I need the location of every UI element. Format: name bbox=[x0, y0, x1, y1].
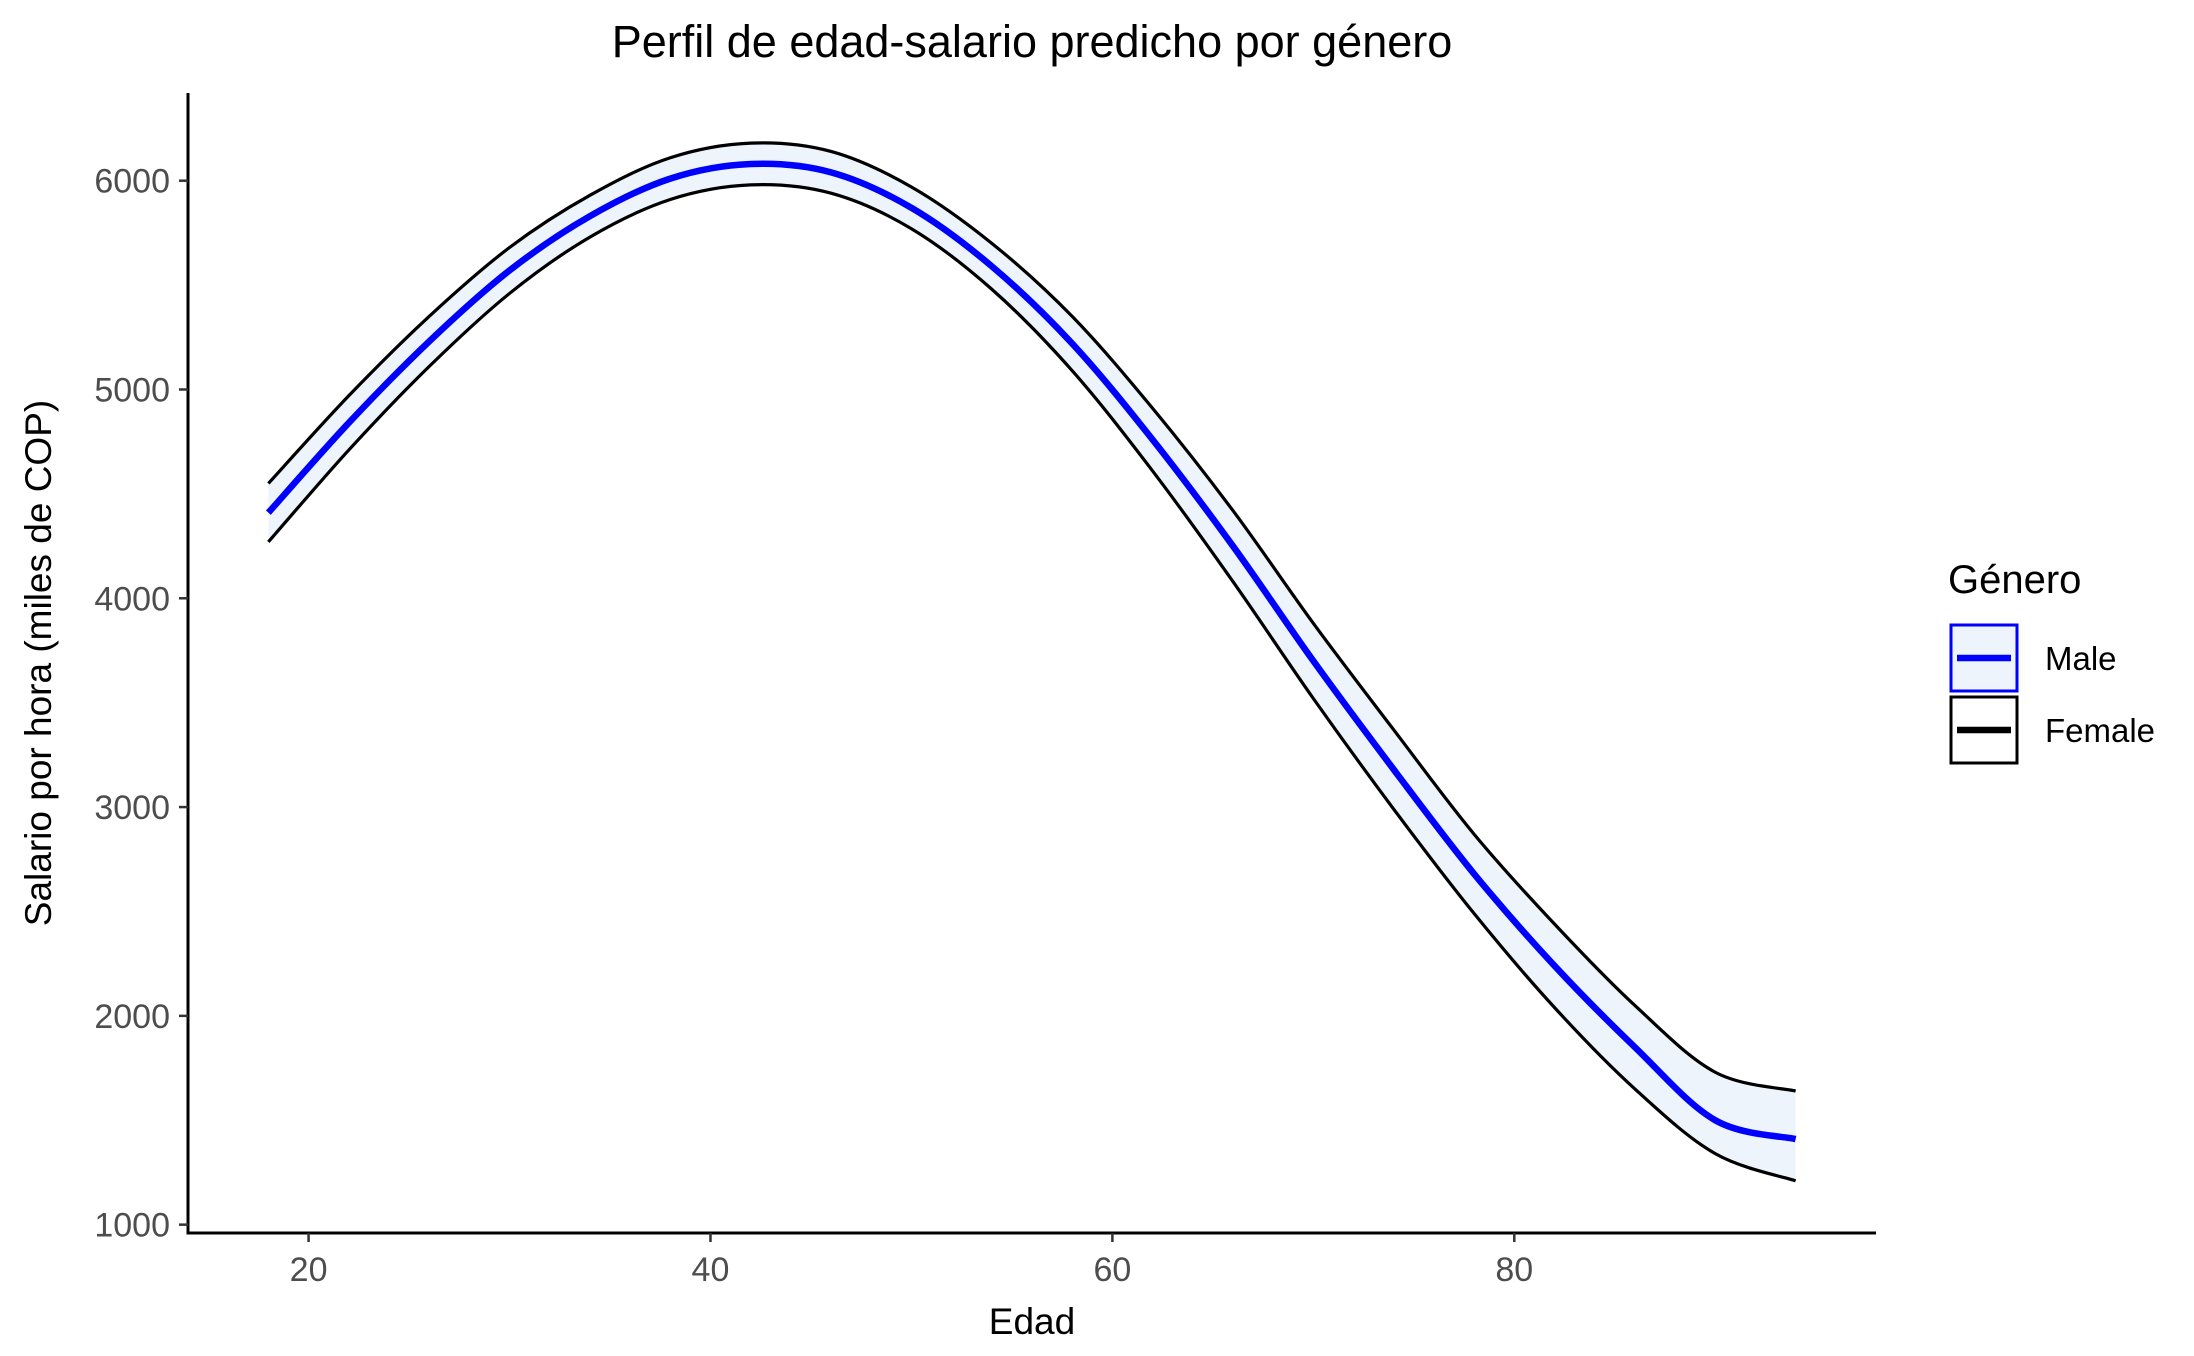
series-line-male bbox=[265, 160, 1797, 1143]
plot-area bbox=[265, 141, 1797, 1183]
x-tick-label: 40 bbox=[692, 1251, 730, 1289]
x-tick-label: 80 bbox=[1495, 1251, 1533, 1289]
chart-title: Perfil de edad-salario predicho por géne… bbox=[612, 16, 1453, 67]
y-tick-label: 2000 bbox=[94, 998, 170, 1036]
x-tick-label: 60 bbox=[1093, 1251, 1131, 1289]
y-tick-label: 3000 bbox=[94, 789, 170, 827]
x-tick-label: 20 bbox=[290, 1251, 328, 1289]
legend-title: Género bbox=[1948, 558, 2081, 602]
axis-ticks: 20 40 60 80 1000 2000 3000 4000 5000 6000 bbox=[94, 163, 1533, 1289]
legend-label: Female bbox=[2045, 712, 2155, 749]
legend-entry-male: Male bbox=[1949, 623, 2117, 693]
y-tick-label: 6000 bbox=[94, 163, 170, 201]
lower-bound-line bbox=[267, 183, 1797, 1183]
y-tick-label: 5000 bbox=[94, 371, 170, 409]
upper-bound-line bbox=[267, 141, 1796, 1093]
confidence-band bbox=[268, 142, 1796, 1181]
legend-entry-female: Female bbox=[1949, 695, 2155, 765]
x-axis-title: Edad bbox=[989, 1301, 1075, 1342]
y-axis-title: Salario por hora (miles de COP) bbox=[18, 400, 59, 926]
y-tick-label: 4000 bbox=[94, 580, 170, 618]
legend-label: Male bbox=[2045, 640, 2117, 677]
y-tick-label: 1000 bbox=[94, 1207, 170, 1245]
legend: Género Male Female bbox=[1948, 558, 2155, 765]
legend-entries: Male Female bbox=[1949, 623, 2155, 765]
